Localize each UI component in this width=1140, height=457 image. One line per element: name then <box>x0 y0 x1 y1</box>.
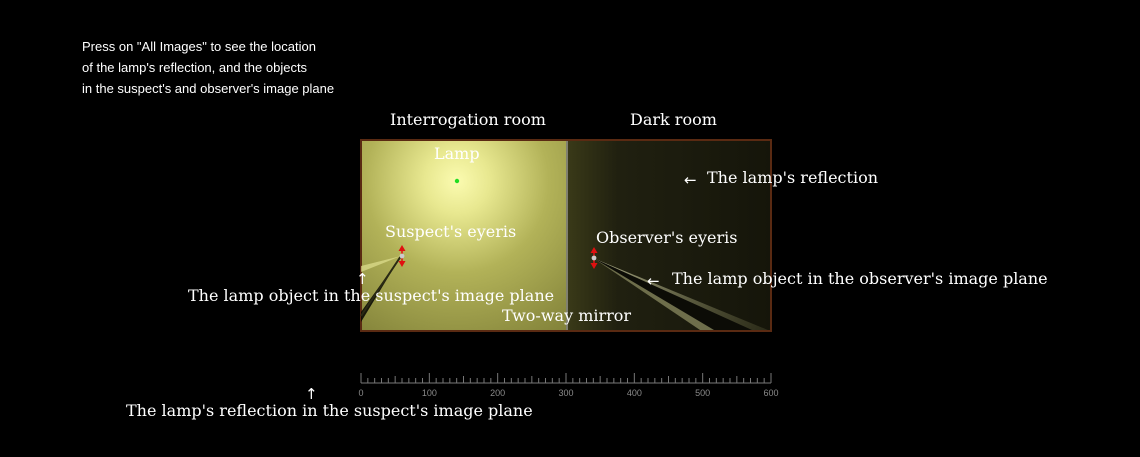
ruler-tick-label: 100 <box>422 388 437 398</box>
observer-eye[interactable] <box>590 247 598 269</box>
ruler-tick-label: 0 <box>358 388 363 398</box>
ruler-tick-label: 200 <box>490 388 505 398</box>
ruler-tick-label: 400 <box>627 388 642 398</box>
instructions-text: Press on "All Images" to see the locatio… <box>82 39 335 96</box>
lamp[interactable] <box>454 178 460 184</box>
lamp-reflection-label: The lamp's reflection <box>707 168 878 187</box>
reflection-image-plane-label: The lamp's reflection in the suspect's i… <box>126 401 533 420</box>
room-frame <box>360 139 772 332</box>
observer-ray-cone <box>593 258 768 330</box>
suspect-ray-cone <box>360 255 402 322</box>
observer-eye-label: Observer's eyeris <box>596 228 738 247</box>
suspect-image-plane-label: The lamp object in the suspect's image p… <box>188 286 555 305</box>
distance-ruler: 0 100 200 300 400 500 600 <box>358 373 779 398</box>
lamp-label: Lamp <box>434 144 480 163</box>
ruler-tick-label: 600 <box>763 388 778 398</box>
up-arrow-icon: ↑ <box>356 270 369 288</box>
observer-image-plane-label: The lamp object in the observer's image … <box>672 269 1048 288</box>
left-arrow-icon: ← <box>684 171 697 189</box>
interrogation-room-title: Interrogation room <box>390 110 546 129</box>
suspect-eye[interactable] <box>398 245 406 267</box>
dark-room-title: Dark room <box>630 110 717 129</box>
left-arrow-icon: ← <box>647 272 660 290</box>
ruler-tick-label: 500 <box>695 388 710 398</box>
interrogation-room <box>361 140 567 331</box>
up-arrow-icon: ↑ <box>305 385 318 403</box>
suspect-eye-label: Suspect's eyeris <box>385 222 517 241</box>
ruler-tick-label: 300 <box>558 388 573 398</box>
mirror-label: Two-way mirror <box>502 306 632 325</box>
